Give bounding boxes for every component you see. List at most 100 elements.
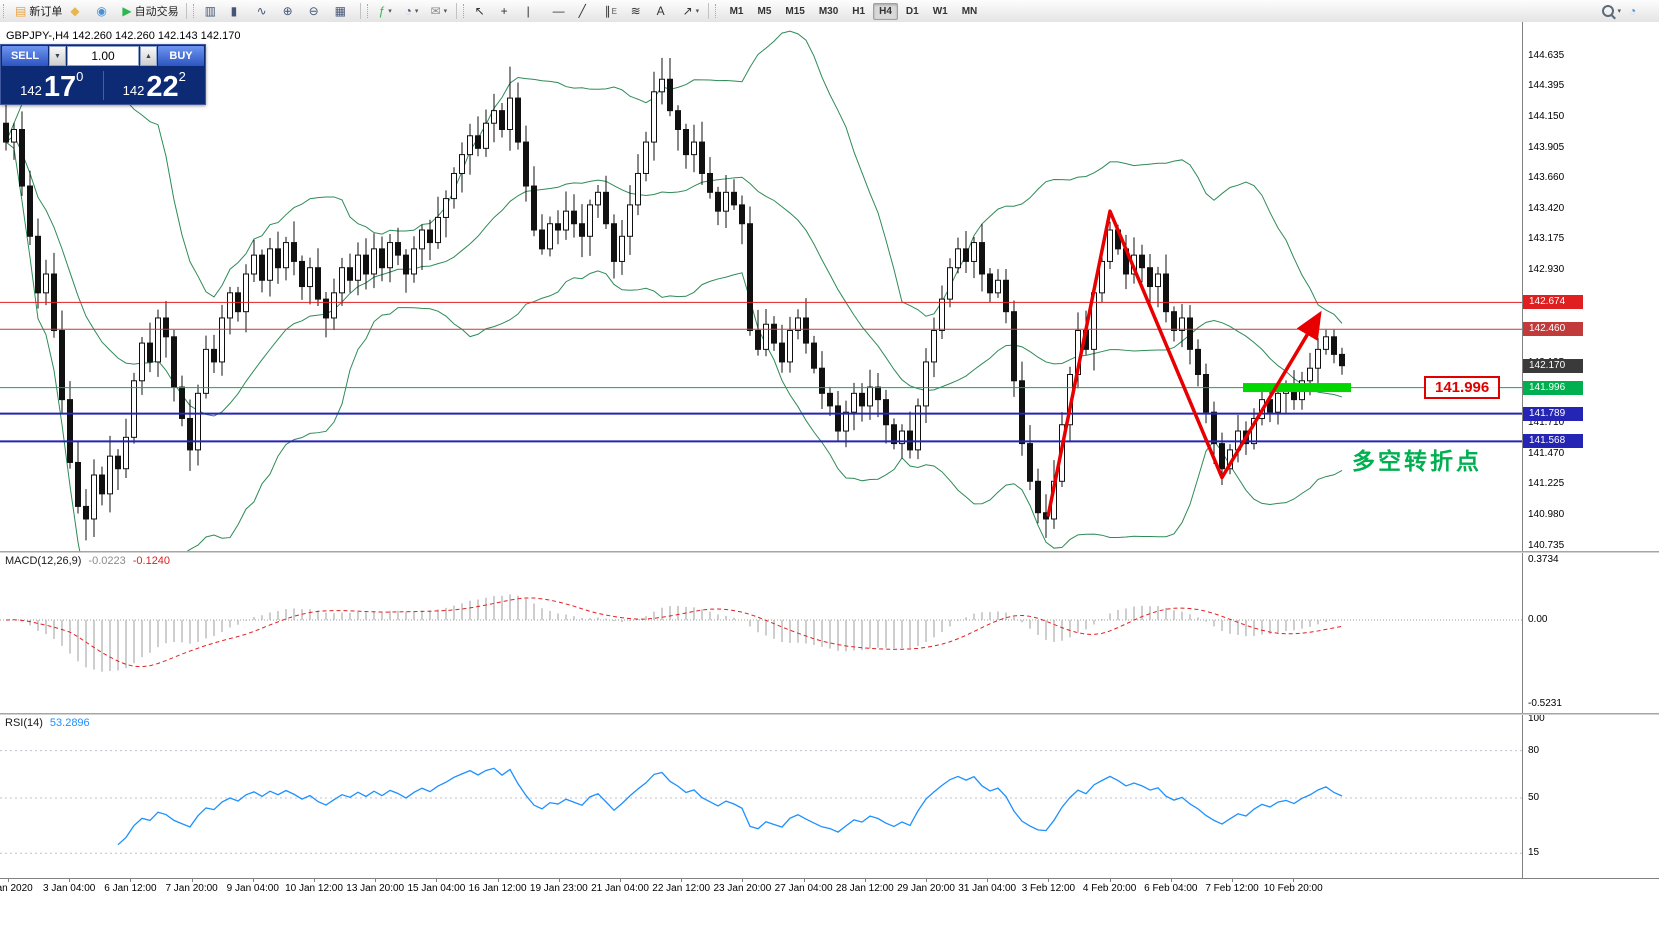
time-tick-mark <box>803 879 805 882</box>
cursor-icon[interactable]: ↖ <box>471 0 497 22</box>
turning-point-text[interactable]: 多空转折点 <box>1352 448 1482 475</box>
time-axis[interactable]: 2 Jan 2020 3 Jan 04:00 6 Jan 12:00 7 Jan 20… <box>0 878 1659 897</box>
time-tick-mark <box>681 879 683 882</box>
time-tick: 4 Feb 20:00 <box>1082 883 1137 894</box>
cursor-icon: ↖ <box>474 4 485 18</box>
volume-decrease-button[interactable]: ▼ <box>49 46 66 66</box>
favorites-icon[interactable]: ◆ <box>66 0 92 22</box>
sell-button[interactable]: SELL <box>2 46 48 66</box>
candles-layer <box>3 57 1345 541</box>
time-tick-mark <box>436 879 438 882</box>
periods-icon[interactable]: ◔ ▾ <box>401 0 427 22</box>
new-order-button: ▤ <box>15 4 27 18</box>
panel-separator-macd[interactable] <box>0 551 1659 553</box>
axis-tick: 144.635 <box>1528 50 1565 61</box>
timeframe-w1[interactable]: W1 <box>932 5 948 17</box>
axis-tick: 80 <box>1528 744 1540 756</box>
time-tick: 9 Jan 04:00 <box>226 883 279 894</box>
timeframe-h4[interactable]: H4 <box>873 2 898 20</box>
toolbar-grip <box>3 4 7 18</box>
timeframe-m15[interactable]: M15 <box>785 5 805 17</box>
axis-tick: 50 <box>1528 792 1540 803</box>
bar-chart-type-icon: ▥ <box>204 4 216 18</box>
chevron-down-icon: ▾ <box>414 8 419 15</box>
autotrading-button[interactable]: ▶ 自动交易 <box>118 0 182 22</box>
rsi-name: RSI(14) <box>5 717 43 729</box>
autotrading-button-label: 自动交易 <box>134 6 179 18</box>
price-axis[interactable]: 144.635 144.395 144.150 143.905 143.660 143.4… <box>1522 22 1659 896</box>
volume-increase-button[interactable]: ▲ <box>140 46 157 66</box>
time-tick-mark <box>1232 879 1233 882</box>
vertical-line-icon[interactable]: | <box>523 0 549 22</box>
bollinger-middle <box>5 135 1343 417</box>
timeframe-mn[interactable]: MN <box>961 5 978 17</box>
zigzag-arrow[interactable] <box>1046 209 1322 517</box>
time-tick: 7 Jan 20:00 <box>165 883 218 894</box>
price-badge-141.568: 141.568 <box>1523 434 1583 449</box>
buy-button[interactable]: BUY <box>158 46 204 66</box>
candlestick-type-icon[interactable]: ▮ <box>227 0 253 22</box>
price-badge-141.996: 141.996 <box>1523 380 1583 395</box>
axis-tick: 15 <box>1528 847 1540 859</box>
equidistant-channel-icon-sub: E <box>611 6 617 16</box>
profiles-icon[interactable]: ◉ <box>92 0 118 22</box>
time-tick: 23 Jan 20:00 <box>713 883 772 894</box>
time-tick-mark <box>252 879 254 882</box>
tile-windows-icon[interactable]: ▦ <box>331 0 357 22</box>
axis-tick: 0.00 <box>1528 614 1548 625</box>
text-tool-icon: A <box>656 4 665 18</box>
panel-separator-rsi[interactable] <box>0 713 1659 715</box>
magnifier-glass <box>1602 5 1615 17</box>
time-tick-mark <box>987 879 989 882</box>
timeframe-h1[interactable]: H1 <box>852 5 866 17</box>
axis-tick: 141.470 <box>1528 447 1565 459</box>
time-tick: 13 Jan 20:00 <box>346 883 405 894</box>
price-alert-label[interactable]: 141.996 <box>1424 375 1501 399</box>
chart-window: GBPJPY-,H4 142.260 142.260 142.143 142.1… <box>0 22 1659 947</box>
zoom-in-icon[interactable]: ⊕ <box>279 0 305 22</box>
line-chart-type-icon[interactable]: ∿ <box>253 0 279 22</box>
bar-chart-type-icon[interactable]: ▥ <box>201 0 227 22</box>
one-click-trading-panel: SELL ▼ ▲ BUY 142 17 0 142 22 2 <box>0 44 206 105</box>
equidistant-channel-icon[interactable]: ∥ E <box>601 0 627 22</box>
axis-tick: 100 <box>1528 713 1545 724</box>
time-tick: 31 Jan 04:00 <box>958 883 1017 894</box>
zoom-out-icon[interactable]: ⊖ <box>305 0 331 22</box>
community-icon[interactable]: ◔ <box>1625 0 1651 22</box>
toolbar-grip <box>192 4 197 18</box>
support-segment[interactable] <box>1243 383 1351 393</box>
price-chart-layer <box>0 30 1522 551</box>
fibonacci-icon[interactable]: ≋ <box>627 0 653 22</box>
trendline-icon[interactable]: ╱ <box>575 0 601 22</box>
chevron-down-icon: ▾ <box>1617 8 1621 15</box>
time-tick-mark <box>1293 879 1295 882</box>
time-tick: 6 Feb 04:00 <box>1144 883 1198 894</box>
time-tick: 3 Jan 04:00 <box>43 883 96 894</box>
time-tick: 28 Jan 12:00 <box>835 883 894 894</box>
crosshair-icon[interactable]: + <box>497 0 523 22</box>
timeframe-m30[interactable]: M30 <box>818 5 839 17</box>
indicators-icon[interactable]: ƒ ▾ <box>375 0 401 22</box>
new-order-button[interactable]: ▤ 新订单 <box>11 0 66 22</box>
rsi-value: 53.2896 <box>49 717 90 729</box>
timeframe-m5[interactable]: M5 <box>757 5 772 17</box>
timeframe-d1[interactable]: D1 <box>905 5 919 17</box>
equidistant-channel-icon: ∥ <box>604 4 611 18</box>
time-tick: 2 Jan 2020 <box>0 883 33 894</box>
timeframe-m1[interactable]: M1 <box>729 5 744 17</box>
search-icon[interactable]: ▾ <box>1598 0 1625 22</box>
price-divider <box>102 71 104 100</box>
buy-price-big: 22 <box>146 71 179 103</box>
autotrading-button: ▶ <box>122 4 132 18</box>
volume-input[interactable] <box>67 46 139 66</box>
arrows-tool-icon[interactable]: ↗ ▾ <box>679 0 705 22</box>
periods-icon: ◔ <box>404 4 412 18</box>
axis-tick: 143.905 <box>1528 141 1565 153</box>
templates-icon[interactable]: ✉ ▾ <box>427 0 453 22</box>
text-tool-icon[interactable]: A <box>653 0 679 22</box>
time-tick-mark <box>8 879 9 882</box>
macd-layer <box>0 594 1522 672</box>
main-toolbar: ▤ 新订单 ◆ ◉ ▶ 自动交易 ▥ ▮ ∿ ⊕ ⊖ ▦ ƒ ▾ ◔ ▾ ✉ ▾ ↖ + | — ╱ ∥ E ≋ A ↗ ▾ M1 M5 M1… <box>0 0 1659 23</box>
horizontal-line-icon[interactable]: — <box>549 0 575 22</box>
chart-canvas[interactable] <box>0 22 1522 878</box>
